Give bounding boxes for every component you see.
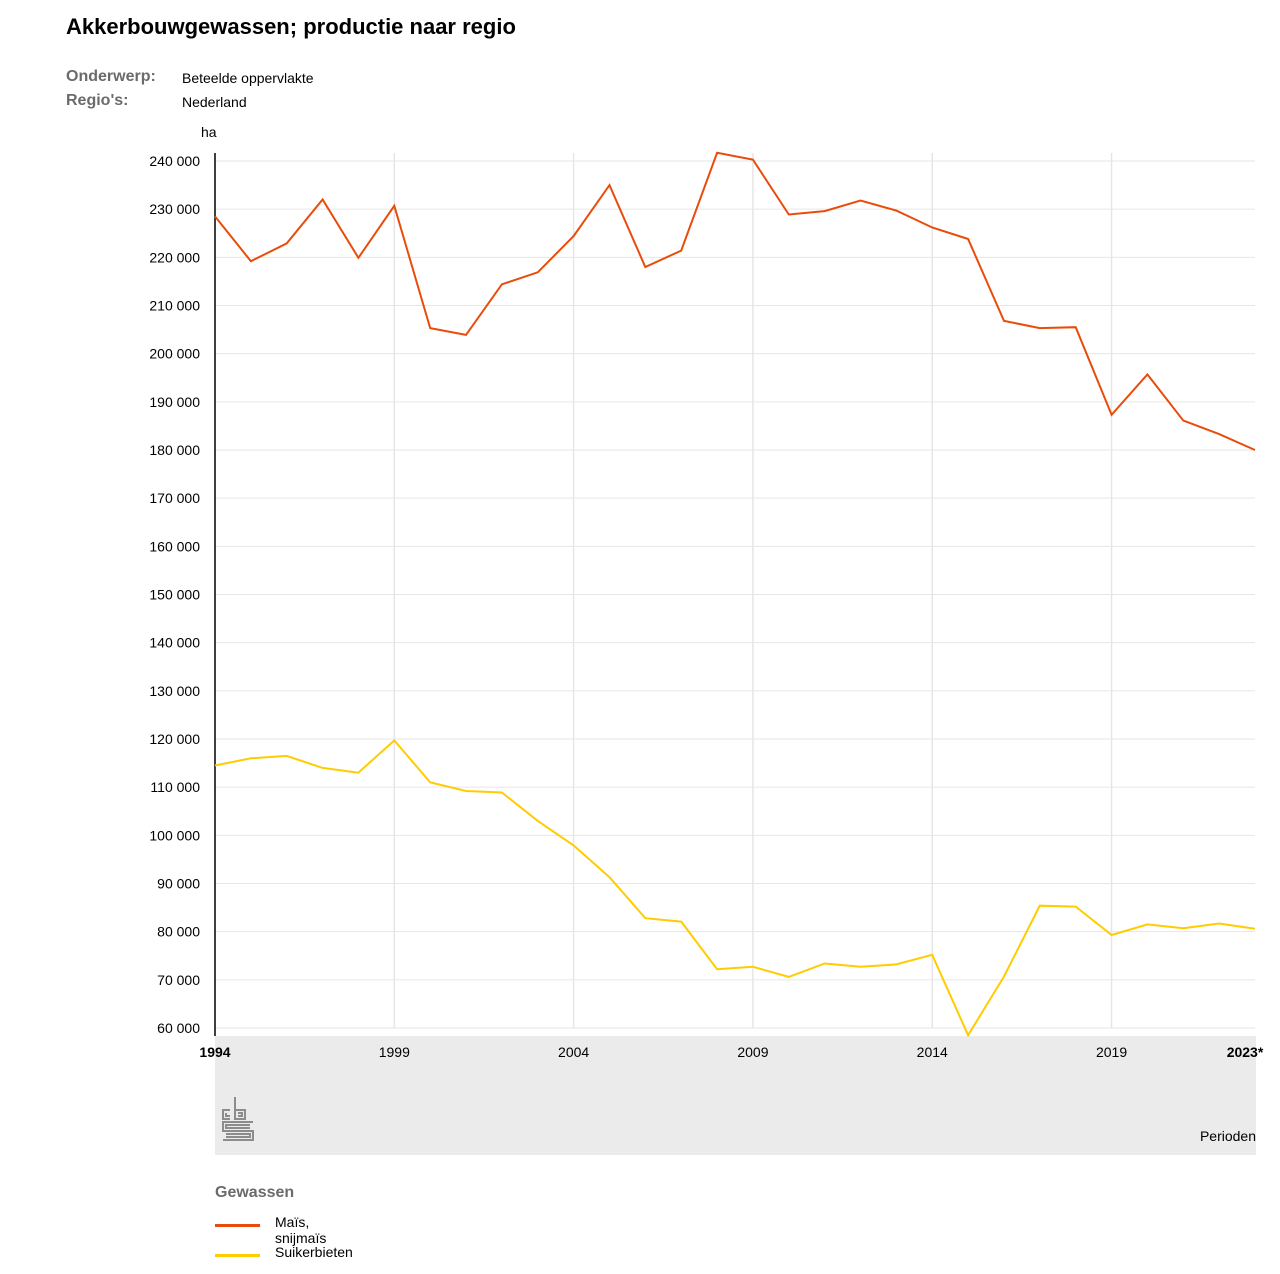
legend: Gewassen Maïs, snijmaïs Suikerbieten <box>215 1184 353 1274</box>
meta-value: Beteelde oppervlakte <box>182 70 314 86</box>
axis-layer: 60 000 70 000 80 000 90 000 100 000 110 000 12… <box>149 153 1264 1060</box>
y-tick-label: 240 000 <box>149 153 200 169</box>
y-tick-label: 120 000 <box>149 731 200 747</box>
grid-layer <box>215 153 1255 1029</box>
page-title: Akkerbouwgewassen; productie naar regio <box>66 14 516 39</box>
meta-value: Nederland <box>182 94 247 110</box>
y-tick-label: 210 000 <box>149 298 200 314</box>
y-axis-unit-label: ha <box>201 124 217 140</box>
y-tick-label: 90 000 <box>157 876 200 892</box>
series-layer <box>214 151 1256 1038</box>
y-tick-label: 170 000 <box>149 490 200 506</box>
legend-swatch <box>215 1254 260 1257</box>
line-chart: 60 000 70 000 80 000 90 000 100 000 110 000 12… <box>149 124 1264 1060</box>
y-tick-label: 110 000 <box>150 779 200 795</box>
y-tick-label: 190 000 <box>149 394 200 410</box>
y-tick-label: 100 000 <box>149 827 200 843</box>
x-tick-label: 2004 <box>558 1044 589 1060</box>
meta-key: Onderwerp: <box>66 68 156 85</box>
legend-item-suikerbieten[interactable]: Suikerbieten <box>215 1244 353 1274</box>
x-tick-label: 2009 <box>737 1044 768 1060</box>
x-tick-label: 2019 <box>1096 1044 1127 1060</box>
series-line-0 <box>214 151 1256 451</box>
y-tick-label: 140 000 <box>149 635 200 651</box>
legend-item-mais[interactable]: Maïs, snijmaïs <box>215 1214 326 1246</box>
y-tick-label: 70 000 <box>157 972 200 988</box>
legend-title: Gewassen <box>215 1184 295 1201</box>
y-tick-label: 200 000 <box>149 346 200 362</box>
series-line-1 <box>214 738 1256 1038</box>
x-tick-label: 1994 <box>199 1044 230 1060</box>
legend-swatch <box>215 1224 260 1227</box>
legend-label: Suikerbieten <box>275 1244 353 1260</box>
legend-label: Maïs, snijmaïs <box>275 1214 327 1246</box>
y-tick-label: 60 000 <box>157 1020 200 1036</box>
cbs-logo-icon <box>222 1097 254 1141</box>
x-axis-title: Perioden <box>1199 1128 1256 1144</box>
x-tick-label: 2014 <box>917 1044 948 1060</box>
y-tick-label: 80 000 <box>157 924 200 940</box>
y-tick-label: 160 000 <box>149 538 200 554</box>
y-tick-label: 150 000 <box>149 587 200 603</box>
meta-key: Regio's: <box>66 92 129 109</box>
y-tick-label: 230 000 <box>149 201 200 217</box>
y-tick-label: 220 000 <box>149 249 200 265</box>
x-tick-label: 2023* <box>1227 1044 1264 1060</box>
y-tick-label: 180 000 <box>149 442 200 458</box>
x-tick-label: 1999 <box>379 1044 410 1060</box>
chart-footer-band: Perioden <box>215 1036 1256 1155</box>
y-tick-label: 130 000 <box>149 683 200 699</box>
